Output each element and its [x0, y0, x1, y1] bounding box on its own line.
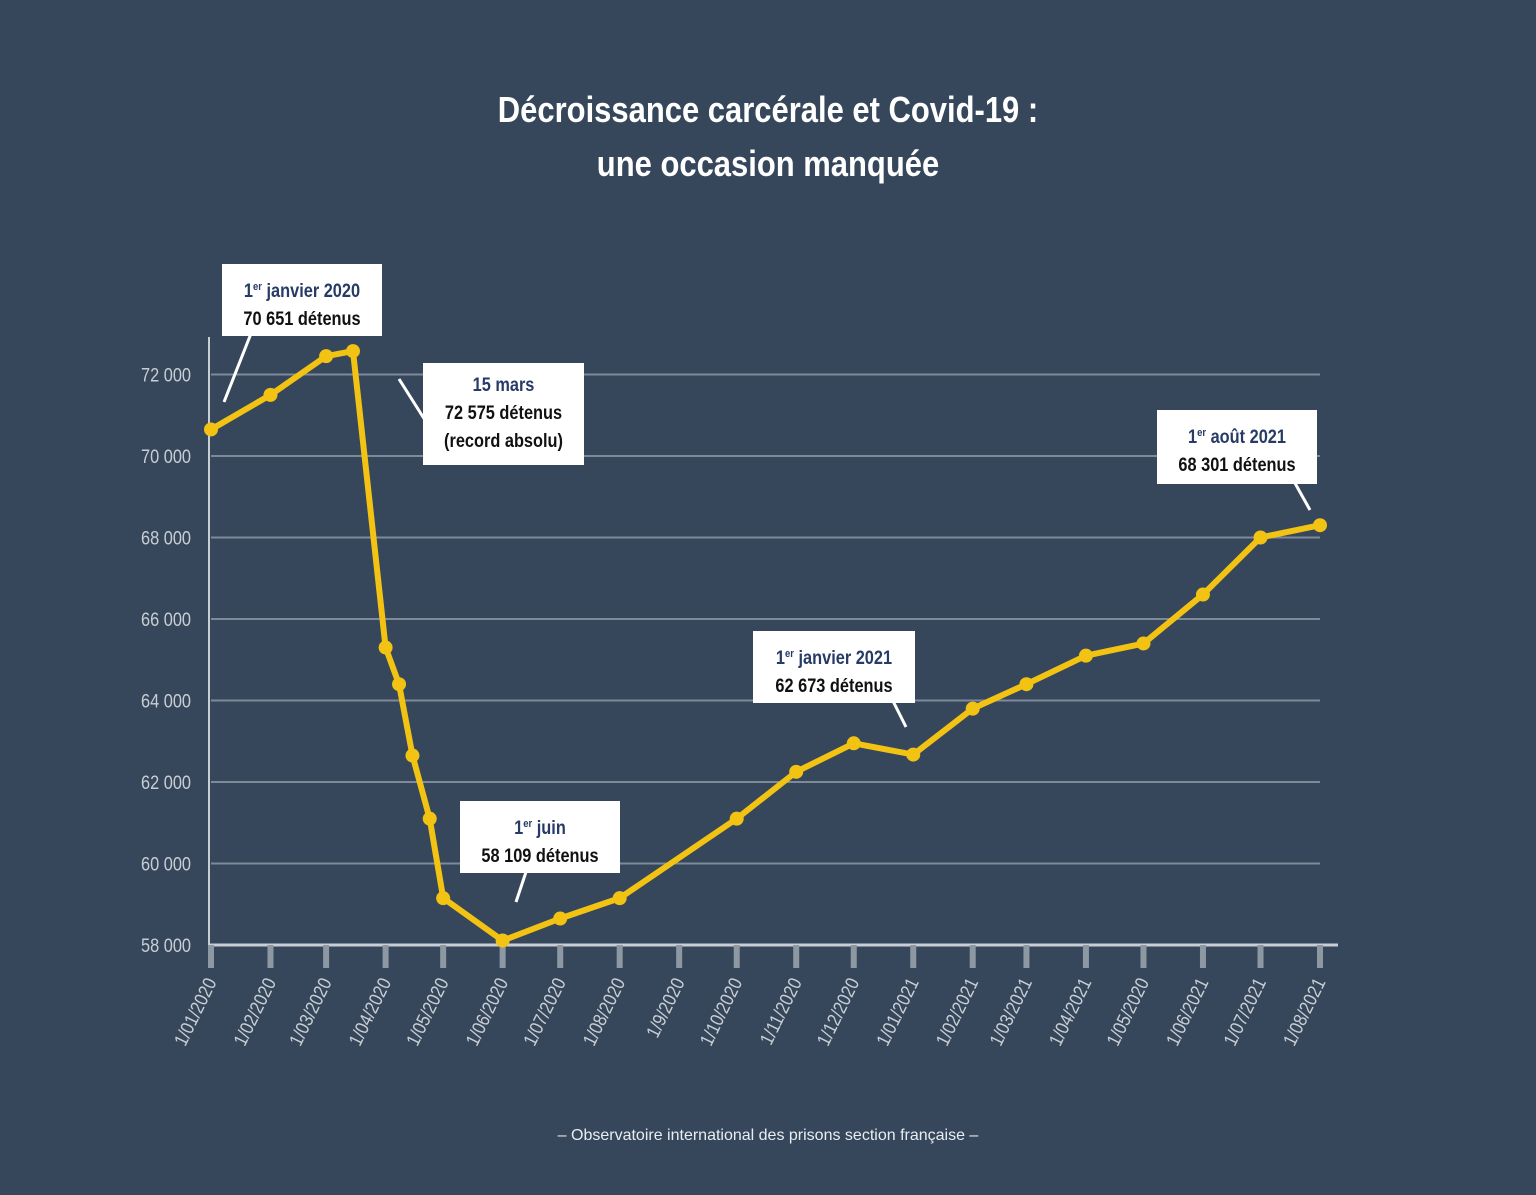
data-point	[789, 764, 804, 779]
x-tick-label: 1/05/2020	[402, 974, 453, 1049]
data-point	[1313, 518, 1327, 533]
callout-value: 70 651 détenus	[243, 309, 361, 330]
data-point	[1253, 530, 1268, 545]
x-tick-mark	[1082, 945, 1089, 968]
x-tick-mark	[1317, 945, 1323, 968]
x-tick-mark	[733, 945, 740, 968]
x-tick-mark	[850, 945, 857, 968]
x-tick-label: 1/03/2021	[985, 974, 1036, 1049]
x-tick-label: 1/01/2020	[170, 974, 221, 1049]
data-point	[319, 349, 334, 364]
x-tick-label: 1/07/2021	[1219, 974, 1270, 1049]
x-tick-mark	[676, 945, 683, 968]
x-tick-mark	[440, 945, 447, 968]
callout-value: 58 109 détenus	[481, 846, 599, 867]
x-tick-mark	[793, 945, 800, 968]
callout-value: 62 673 détenus	[775, 676, 893, 697]
x-tick-label: 1/04/2020	[344, 974, 395, 1049]
y-tick-label: 64 000	[141, 690, 191, 711]
data-point	[612, 891, 627, 906]
callout-juin: 1er juin 58 109 détenus	[460, 801, 620, 873]
callout-date: 1er juin	[514, 818, 566, 839]
callout-date: 1er janvier 2020	[243, 281, 361, 302]
x-tick-mark	[969, 945, 976, 968]
data-point	[846, 736, 861, 751]
callout-date: 1er janvier 2021	[775, 648, 893, 669]
x-tick-mark	[1257, 945, 1264, 968]
data-point	[345, 344, 360, 359]
data-point	[204, 422, 218, 437]
x-tick-label: 1/08/2020	[578, 974, 629, 1049]
data-point	[729, 811, 744, 826]
x-tick-label: 1/02/2021	[931, 974, 982, 1049]
x-tick-mark	[557, 945, 564, 968]
data-point	[422, 811, 437, 826]
x-tick-label: 1/9/2020	[642, 974, 689, 1041]
data-point	[965, 701, 980, 716]
x-tick-mark	[910, 945, 917, 968]
data-point	[405, 748, 420, 763]
x-tick-mark	[616, 945, 623, 968]
chart-title-line-1: Décroissance carcérale et Covid-19 :	[497, 89, 1039, 130]
data-point	[378, 640, 393, 655]
callout-janvier-2021: 1er janvier 2021 62 673 détenus	[753, 631, 915, 703]
source-credit: – Observatoire international des prisons…	[557, 1127, 979, 1144]
y-tick-label: 70 000	[141, 446, 191, 467]
x-tick-mark	[499, 945, 506, 968]
callout-15-mars: 15 mars 72 575 détenus (record absolu)	[423, 363, 584, 465]
x-tick-label: 1/02/2020	[229, 974, 280, 1049]
x-tick-mark	[1023, 945, 1030, 968]
y-tick-label: 68 000	[141, 527, 191, 548]
x-tick-label: 1/07/2020	[519, 974, 570, 1049]
data-point	[392, 677, 407, 692]
callout-pointer	[222, 330, 254, 403]
data-point	[436, 891, 451, 906]
data-point	[1136, 636, 1151, 651]
x-tick-label: 1/05/2020	[1102, 974, 1153, 1049]
x-tick-label: 1/03/2020	[285, 974, 336, 1049]
data-point	[1019, 677, 1034, 692]
y-tick-label: 66 000	[141, 609, 191, 630]
y-tick-label: 62 000	[141, 772, 191, 793]
callout-value: 68 301 détenus	[1178, 455, 1296, 476]
data-point	[553, 911, 568, 926]
data-point	[263, 387, 278, 402]
x-tick-mark	[208, 945, 214, 968]
x-tick-mark	[267, 945, 274, 968]
data-point	[1078, 648, 1093, 663]
callout-date: 1er août 2021	[1188, 427, 1286, 448]
data-point	[1195, 587, 1210, 602]
x-tick-mark	[1140, 945, 1147, 968]
y-tick-label: 58 000	[141, 935, 191, 956]
y-tick-label: 72 000	[141, 364, 191, 385]
x-tick-label: 1/12/2020	[813, 974, 864, 1049]
x-tick-label: 1/10/2020	[695, 974, 746, 1049]
x-tick-label: 1/01/2021	[872, 974, 923, 1049]
data-point	[906, 747, 921, 762]
data-point	[495, 933, 510, 948]
x-tick-label: 1/04/2021	[1045, 974, 1096, 1049]
x-tick-mark	[323, 945, 330, 968]
callout-note: (record absolu)	[444, 431, 563, 452]
callout-date: 15 mars	[472, 375, 535, 396]
y-tick-label: 60 000	[141, 853, 191, 874]
x-tick-label: 1/08/2021	[1279, 974, 1330, 1049]
x-tick-mark	[1199, 945, 1206, 968]
callout-value: 72 575 détenus	[444, 403, 563, 424]
x-tick-label: 1/06/2021	[1162, 974, 1213, 1049]
x-tick-mark	[382, 945, 389, 968]
x-tick-label: 1/11/2020	[755, 974, 806, 1048]
chart-title-line-2: une occasion manquée	[596, 143, 940, 184]
callout-janvier-2020: 1er janvier 2020 70 651 détenus	[222, 264, 382, 336]
x-tick-label: 1/06/2020	[461, 974, 512, 1049]
callout-aout-2021: 1er août 2021 68 301 détenus	[1157, 410, 1317, 484]
